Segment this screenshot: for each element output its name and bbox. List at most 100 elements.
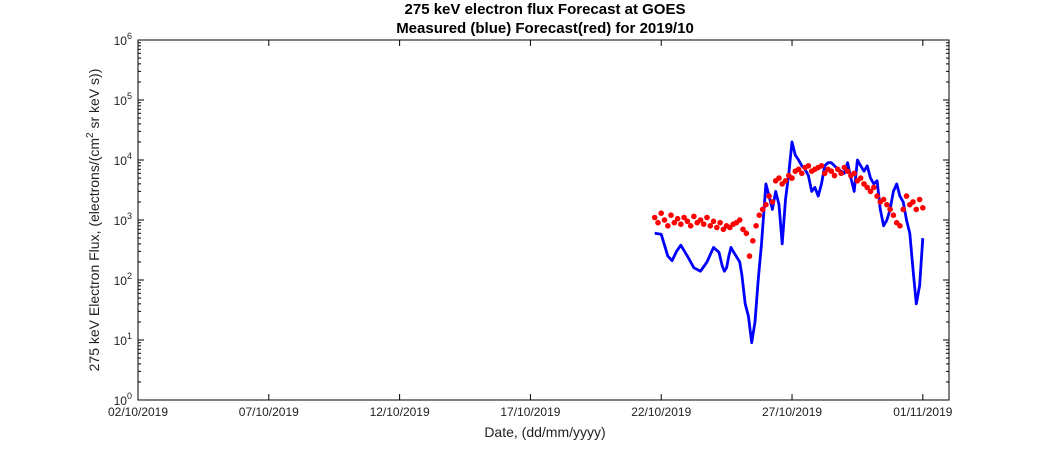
forecast-flux-point [805,163,812,169]
forecast-flux-point [668,212,674,218]
forecast-flux-point [795,166,802,173]
forecast-flux-point [857,175,864,181]
forecast-flux-point [838,170,844,177]
y-tick-base: 10 [114,94,128,108]
y-tick-base: 10 [114,34,128,48]
forecast-flux-point [681,214,687,221]
y-tick-label: 106 [114,31,132,48]
forecast-flux-point [831,172,838,179]
y-tick-label: 101 [114,331,132,348]
y-tick-label: 102 [114,271,132,288]
forecast-flux-point [763,201,769,208]
forecast-flux-point [717,219,723,226]
y-tick-exp: 4 [127,151,132,161]
forecast-flux-point [658,210,664,216]
y-tick-label: 105 [114,91,132,108]
forecast-flux-point [655,219,661,226]
forecast-flux-point [903,193,910,199]
y-tick-exp: 1 [127,331,132,341]
forecast-flux-point [707,223,714,229]
forecast-flux-point [714,224,720,231]
forecast-flux-point [704,214,710,221]
forecast-flux-point [821,170,828,177]
forecast-flux-point [871,184,877,191]
forecast-flux-point [753,223,759,229]
forecast-flux-point [782,178,789,184]
y-tick-label: 100 [114,391,132,408]
forecast-flux-point [769,199,776,205]
y-tick-exp: 0 [127,391,132,401]
forecast-flux-point [887,206,893,213]
forecast-flux-point [710,218,717,225]
x-tick-label: 02/10/2019 [108,405,168,419]
x-axis-label: Date, (dd/mm/yyyy) [484,424,605,440]
forecast-flux-point [828,168,835,174]
y-axis-label-suffix: sr keV s)) [86,69,102,133]
forecast-flux-point [678,221,684,227]
y-tick-exp: 3 [127,211,132,221]
x-tick-label: 01/11/2019 [893,405,952,419]
chart-title: 275 keV electron flux Forecast at GOES [405,1,686,18]
forecast-flux-point [897,223,903,229]
forecast-flux-point [700,221,707,227]
measured-flux-line [654,140,925,345]
y-axis-label-sup: 2 [85,132,96,138]
forecast-flux-point [884,201,890,208]
forecast-flux-point [759,206,766,213]
forecast-flux-point [851,170,857,177]
forecast-flux-point [916,196,923,203]
x-tick-label: 07/10/2019 [239,405,299,419]
x-axis: 02/10/2019 07/10/2019 12/10/2019 17/10/2019… [108,40,953,419]
y-axis-label-prefix: 275 keV Electron Flux, (electrons/(cm [86,138,102,371]
forecast-flux-point [776,175,782,181]
forecast-flux-point [913,206,920,213]
forecast-flux-point [671,219,678,226]
forecast-flux-point [740,226,746,233]
y-tick-base: 10 [114,394,128,408]
forecast-flux-point [864,184,870,191]
forecast-flux-point [756,212,763,218]
forecast-flux-point [743,230,750,237]
x-tick-label: 17/10/2019 [500,405,560,419]
plot-series [651,140,926,345]
forecast-flux-point [651,214,658,221]
forecast-flux-point [661,217,668,223]
forecast-flux-point [687,223,694,229]
x-tick-label: 27/10/2019 [762,405,822,419]
y-tick-exp: 5 [127,91,132,101]
chart-subtitle: Measured (blue) Forecast(red) for 2019/1… [396,20,694,37]
forecast-flux-point [867,188,874,195]
forecast-flux-point [736,217,743,223]
forecast-flux-point [920,205,926,211]
forecast-flux-point [746,253,753,259]
forecast-flux-point [750,238,756,244]
forecast-flux-point [890,212,897,218]
y-tick-base: 10 [114,334,128,348]
forecast-flux-point [799,170,805,177]
forecast-flux-point [665,223,671,229]
forecast-flux-point [789,175,795,181]
forecast-flux-point [874,193,880,199]
x-tick-label: 12/10/2019 [370,405,430,419]
y-tick-exp: 2 [127,271,132,281]
forecast-flux-point [841,164,848,171]
forecast-flux-point [900,206,906,213]
forecast-flux-point [766,193,772,199]
forecast-flux-point [844,168,851,174]
forecast-flux-point [691,213,697,220]
forecast-flux-point [910,199,916,205]
x-tick-label: 22/10/2019 [631,405,691,419]
y-tick-exp: 6 [127,31,132,41]
y-tick-label: 103 [114,211,132,228]
y-axis-label: 275 keV Electron Flux, (electrons/(cm2 s… [85,69,102,372]
forecast-flux-point [835,166,841,173]
forecast-flux-point [818,163,825,169]
forecast-flux-point [684,218,691,225]
y-tick-base: 10 [114,154,128,168]
forecast-flux-point [674,215,681,222]
forecast-flux-point [880,196,887,203]
y-tick-base: 10 [114,274,128,288]
y-tick-label: 104 [114,151,132,168]
